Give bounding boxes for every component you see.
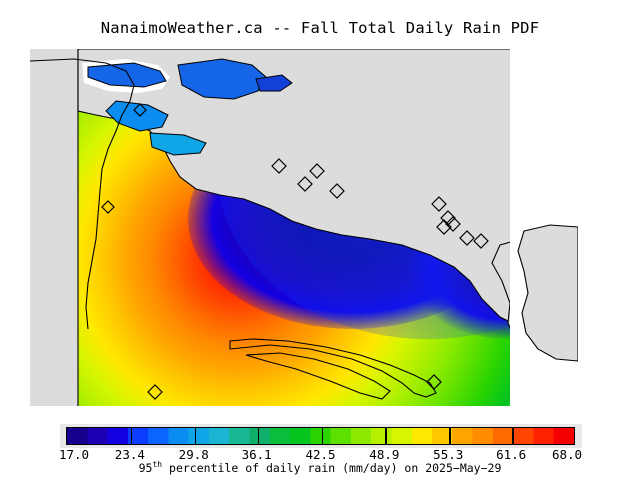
caption-percentile-number: 95 — [138, 460, 153, 475]
weather-map-panel — [30, 49, 578, 406]
colorbar-label-0: 17.0 — [58, 447, 90, 462]
water-inlets — [82, 58, 293, 156]
colorbar-tick-3 — [257, 428, 260, 444]
colorbar-caption: 95th percentile of daily rain (mm/day) o… — [0, 460, 640, 475]
colorbar-label-2: 29.8 — [178, 447, 209, 462]
colorbar-gradient — [67, 428, 574, 444]
colorbar[interactable] — [66, 427, 575, 445]
caption-ordinal-suffix: th — [152, 460, 163, 469]
colorbar-tick-4 — [321, 428, 323, 444]
colorbar-label-8: 68.0 — [551, 447, 583, 462]
colorbar-tick-6 — [449, 428, 451, 444]
colorbar-tick-5 — [385, 428, 387, 444]
colorbar-label-6: 55.3 — [433, 447, 464, 462]
colorbar-tick-labels: 17.0 23.4 29.8 36.1 42.5 48.9 55.3 61.6 68.0 — [0, 447, 640, 463]
land-polygons-southeast — [517, 224, 578, 362]
colorbar-label-4: 42.5 — [305, 447, 336, 462]
page-title: NanaimoWeather.ca -- Fall Total Daily Ra… — [100, 19, 540, 37]
caption-text: percentile of daily rain (mm/day) on 202… — [162, 460, 502, 475]
station-markers — [101, 103, 489, 400]
colorbar-tick-2 — [194, 428, 197, 444]
colorbar-label-5: 48.9 — [369, 447, 400, 462]
colorbar-tick-7 — [512, 428, 514, 444]
land-polygons — [77, 49, 578, 370]
colorbar-tick-1 — [130, 428, 133, 444]
colorbar-label-7: 61.6 — [496, 447, 527, 462]
colorbar-label-3: 36.1 — [241, 447, 272, 462]
colorbar-label-1: 23.4 — [114, 447, 145, 462]
coastline-vector-layer — [30, 49, 578, 406]
